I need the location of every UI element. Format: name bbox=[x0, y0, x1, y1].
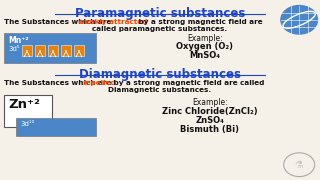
Text: by a strong magnetic field are called: by a strong magnetic field are called bbox=[111, 80, 264, 86]
Text: 3d⁵: 3d⁵ bbox=[8, 46, 20, 52]
Text: Mn⁺²: Mn⁺² bbox=[8, 36, 28, 45]
Text: Zinc Chloride(ZnCl₂): Zinc Chloride(ZnCl₂) bbox=[162, 107, 258, 116]
Text: Paramagnetic substances: Paramagnetic substances bbox=[75, 7, 245, 20]
Text: Diamagnetic substances.: Diamagnetic substances. bbox=[108, 87, 212, 93]
FancyBboxPatch shape bbox=[48, 45, 58, 56]
FancyBboxPatch shape bbox=[61, 45, 71, 56]
Text: ZnSO₄: ZnSO₄ bbox=[196, 116, 224, 125]
FancyBboxPatch shape bbox=[4, 33, 96, 63]
FancyBboxPatch shape bbox=[4, 95, 52, 127]
Text: Example:: Example: bbox=[187, 34, 223, 43]
Text: The Substances which are: The Substances which are bbox=[4, 19, 114, 25]
Text: MnSO₄: MnSO₄ bbox=[189, 51, 220, 60]
Text: called paramagnetic substances.: called paramagnetic substances. bbox=[92, 26, 228, 32]
FancyBboxPatch shape bbox=[35, 45, 45, 56]
Text: Zn⁺²: Zn⁺² bbox=[8, 98, 40, 111]
Text: The Substances which are: The Substances which are bbox=[4, 80, 116, 86]
Text: Example:: Example: bbox=[192, 98, 228, 107]
Circle shape bbox=[281, 6, 317, 34]
FancyBboxPatch shape bbox=[16, 118, 96, 136]
Text: by a strong magnetic field are: by a strong magnetic field are bbox=[136, 19, 263, 25]
Text: Diamagnetic substances: Diamagnetic substances bbox=[79, 68, 241, 81]
Text: 3d¹⁰: 3d¹⁰ bbox=[20, 121, 34, 127]
Text: Bismuth (Bi): Bismuth (Bi) bbox=[180, 125, 239, 134]
Text: repelled: repelled bbox=[82, 80, 116, 86]
Text: weakly attracted: weakly attracted bbox=[78, 19, 148, 25]
Text: ⚗: ⚗ bbox=[295, 160, 304, 170]
FancyBboxPatch shape bbox=[22, 45, 32, 56]
Text: Oxygen (O₂): Oxygen (O₂) bbox=[177, 42, 234, 51]
FancyBboxPatch shape bbox=[74, 45, 84, 56]
